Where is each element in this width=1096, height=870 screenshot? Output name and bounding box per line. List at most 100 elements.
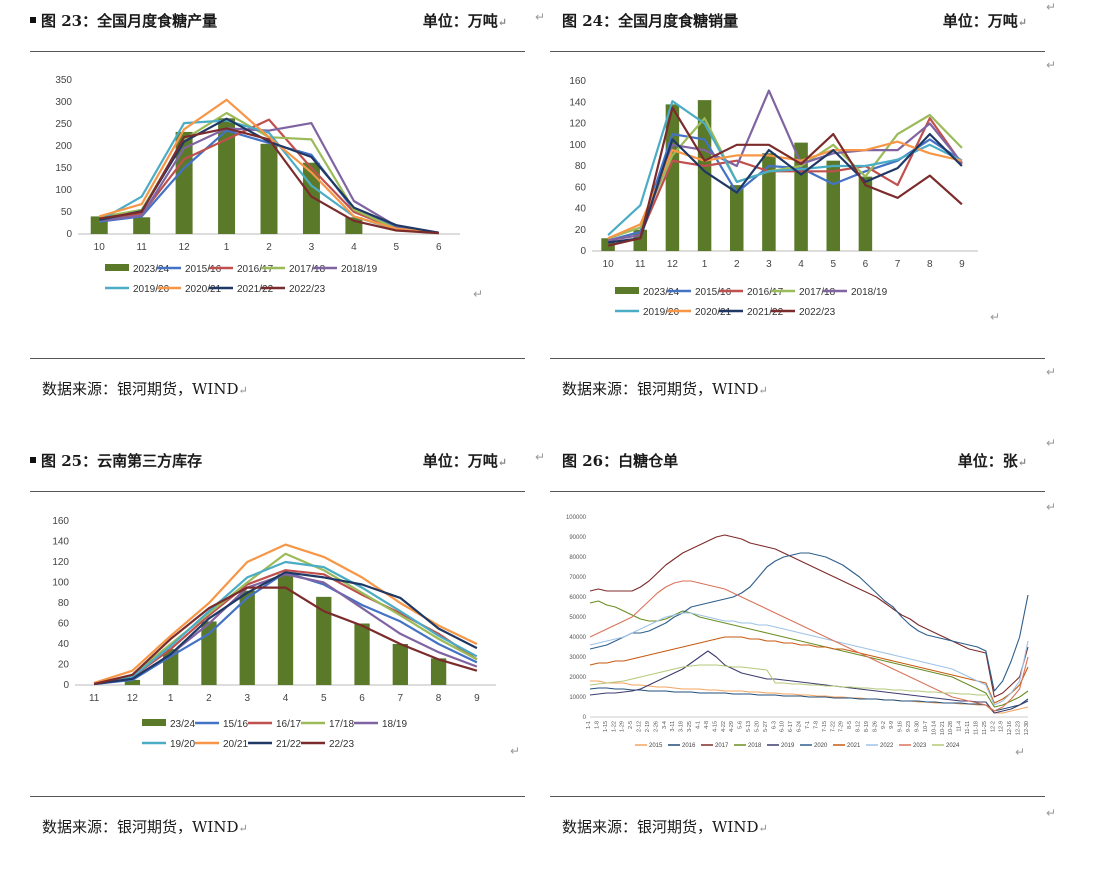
x-tick-label: 1-8 (594, 721, 600, 729)
legend-label: 22/23 (329, 739, 354, 750)
x-tick-label: 3-25 (687, 721, 693, 732)
legend-label: 20/21 (223, 739, 248, 750)
series-line (589, 650, 1029, 714)
x-tick-label: 12-16 (1007, 721, 1013, 735)
top-rule (30, 51, 525, 52)
x-tick-label: 9 (959, 259, 965, 270)
legend-swatch (105, 264, 129, 271)
x-tick-label: 6 (863, 259, 869, 270)
x-tick-label: 6 (359, 693, 365, 704)
series-line (607, 113, 963, 240)
top-rule (30, 491, 525, 492)
legend-label: 2018/19 (341, 264, 378, 275)
x-tick-label: 9-23 (906, 721, 912, 732)
series-line (589, 612, 1029, 706)
x-tick-label: 2-12 (637, 721, 643, 732)
y-tick-label: 0 (580, 246, 586, 257)
x-tick-label: 12 (179, 242, 191, 253)
x-tick-label: 4-15 (712, 721, 718, 732)
x-tick-label: 10 (94, 242, 106, 253)
top-rule (550, 491, 1045, 492)
figure-source: 数据来源：银河期货，WIND↵ (42, 818, 248, 836)
legend-label: 2023 (913, 743, 927, 749)
y-tick-label: 80 (58, 598, 70, 609)
y-tick-label: 80 (575, 161, 587, 172)
x-tick-label: 7-1 (805, 721, 811, 729)
x-tick-label: 4 (798, 259, 804, 270)
y-tick-label: 60000 (569, 595, 586, 601)
sugar-warehouse-receipts-chart: 0 10000 20000 30000 40000 50000 60000 70000 8000… (566, 515, 1030, 749)
bottom-rule (30, 358, 525, 359)
y-tick-label: 20000 (569, 675, 586, 681)
x-tick-label: 3-11 (670, 721, 676, 732)
series-line (607, 140, 963, 240)
x-tick-label: 5 (830, 259, 836, 270)
x-tick-label: 2 (734, 259, 740, 270)
bottom-rule (30, 796, 525, 797)
legend-swatch (615, 287, 639, 294)
return-mark: ↵ (1046, 0, 1057, 14)
x-tick-label: 7-8 (813, 721, 819, 729)
x-tick-label: 5-27 (763, 721, 769, 732)
figure-26-panel: 图 26：白糖仓单 单位：张↵ 0 10000 20000 30000 40000 500… (550, 448, 1045, 848)
y-tick-label: 160 (569, 76, 586, 87)
x-tick-label: 2-5 (628, 721, 634, 729)
x-tick-label: 10 (603, 259, 615, 270)
figure-source: 数据来源：银河期货，WIND↵ (562, 818, 768, 836)
return-mark: ↵ (1046, 365, 1057, 379)
x-tick-label: 11-18 (974, 721, 980, 735)
legend-label: 2022 (880, 743, 894, 749)
legend-label: 21/22 (276, 739, 301, 750)
y-tick-label: 70000 (569, 575, 586, 581)
legend-label: 23/24 (170, 719, 195, 730)
bar (133, 217, 151, 234)
y-tick-label: 90000 (569, 535, 586, 541)
x-tick-label: 7 (398, 693, 404, 704)
figure-unit: 单位：万吨↵ (942, 12, 1027, 30)
series-line (589, 636, 1029, 704)
y-tick-label: 140 (52, 537, 69, 548)
x-tick-label: 11 (89, 693, 100, 704)
legend-label: 2016/17 (237, 264, 274, 275)
y-tick-label: 100 (55, 185, 72, 196)
x-tick-label: 8 (927, 259, 933, 270)
y-tick-label: 250 (55, 119, 72, 130)
figure-24-panel: 图 24：全国月度食糖销量 单位：万吨↵ 0 20 40 60 80 100 120 140 1… (550, 8, 1045, 403)
legend-label: 2022/23 (799, 307, 836, 318)
series-line (98, 98, 439, 235)
legend-label: 16/17 (276, 719, 301, 730)
figure-25-panel: 图 25：云南第三方库存 单位：万吨↵ 0 20 40 60 80 100 120 140 16… (30, 448, 525, 848)
x-tick-label: 11-4 (957, 721, 963, 732)
x-tick-label: 5-6 (738, 721, 744, 729)
return-mark: ↵ (1046, 500, 1057, 514)
top-rule (550, 51, 1045, 52)
bar (201, 621, 217, 685)
y-tick-label: 50 (61, 207, 73, 218)
figure-unit: 单位：万吨↵ (422, 452, 507, 470)
x-tick-label: 11-11 (965, 721, 971, 734)
series-line (93, 560, 478, 686)
x-tick-label: 2-19 (645, 721, 651, 732)
series-line (93, 571, 478, 686)
legend-label: 2015/16 (185, 264, 222, 275)
figure-title: 图 26：白糖仓单 (562, 452, 679, 470)
y-tick-label: 0 (63, 680, 69, 691)
figure-source: 数据来源：银河期货，WIND↵ (42, 380, 248, 398)
return-mark: ↵ (535, 450, 546, 464)
series-line (589, 664, 986, 696)
bar (354, 623, 370, 685)
legend-label: 2017 (715, 743, 729, 749)
bar (826, 160, 841, 251)
legend-label: 2015 (649, 743, 663, 749)
bar (392, 644, 408, 685)
series-line (589, 580, 1029, 712)
x-tick-label: 8-12 (856, 721, 862, 732)
legend-label: 17/18 (329, 719, 354, 730)
y-tick-label: 50000 (569, 615, 586, 621)
legend-label: 2019/20 (133, 284, 170, 295)
x-tick-label: 4-8 (704, 721, 710, 729)
y-tick-label: 60 (575, 182, 587, 193)
x-tick-label: 3 (766, 259, 772, 270)
x-tick-label: 7-15 (822, 721, 828, 732)
